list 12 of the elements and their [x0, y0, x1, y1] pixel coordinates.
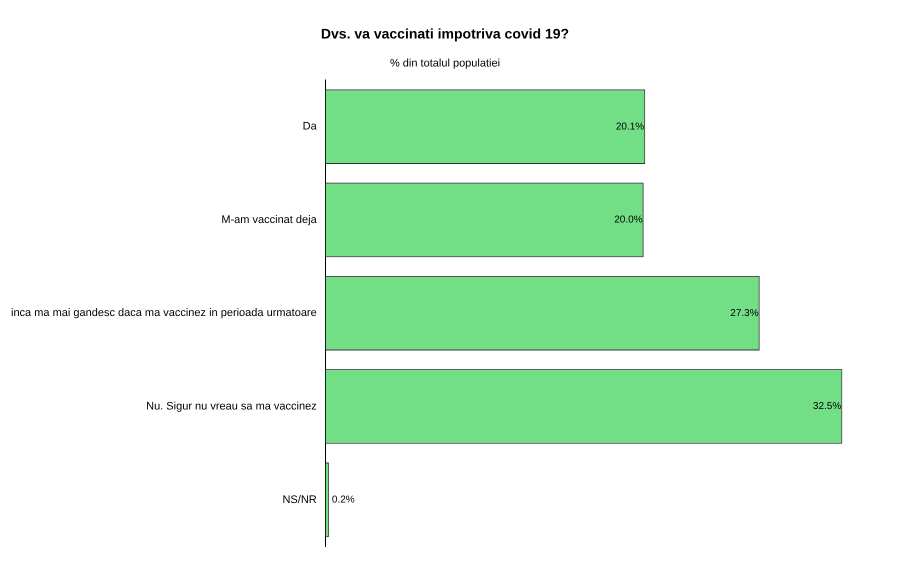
- data-label: 32.5%: [812, 401, 842, 412]
- chart-subtitle: % din totalul populatiei: [390, 57, 500, 70]
- data-label: 27.3%: [730, 308, 759, 319]
- data-label: 20.0%: [614, 214, 643, 226]
- y-tick-label: inca ma mai gandesc daca ma vaccinez in perioada urmatoare: [11, 307, 317, 320]
- data-label: 0.2%: [332, 494, 355, 506]
- data-label: 20.1%: [616, 121, 644, 132]
- y-tick-label: M-am vaccinat deja: [221, 214, 318, 226]
- chart-title: Dvs. va vaccinati impotriva covid 19?: [320, 25, 570, 42]
- y-tick-label: Nu. Sigur nu vreau sa ma vaccinez: [146, 400, 317, 413]
- y-tick-label: NS/NR: [282, 494, 317, 506]
- y-tick-label: Da: [302, 120, 318, 133]
